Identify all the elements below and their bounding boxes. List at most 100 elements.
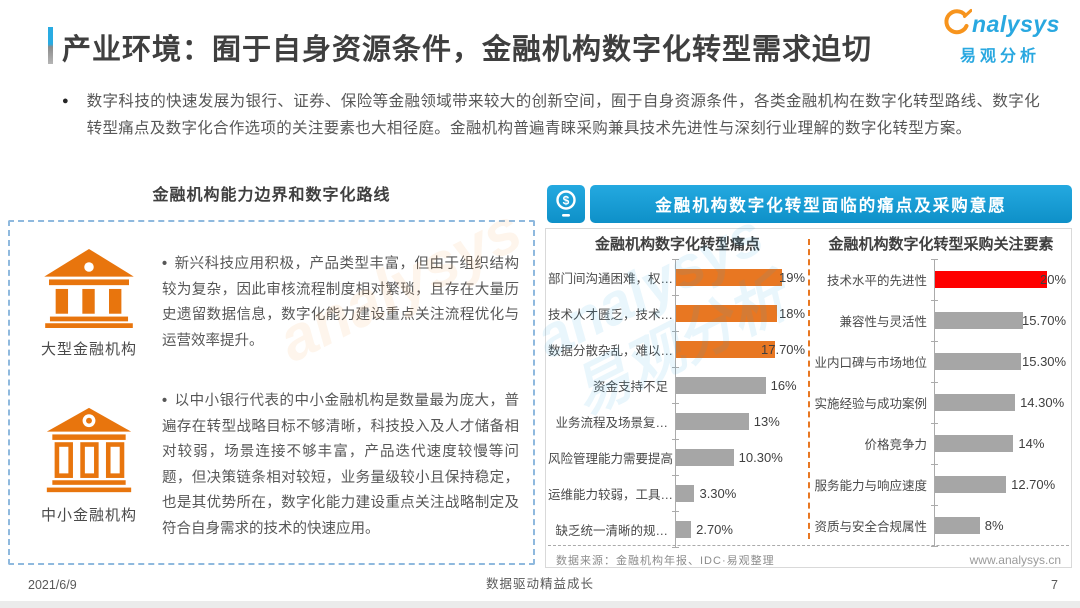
chart-title: 金融机构数字化转型采购关注要素 [828, 236, 1054, 253]
chart-category-label: 部门间沟通困难，权… [548, 271, 674, 286]
chart-row: 价格竞争力 14% [814, 423, 1068, 465]
website-url: www.analysys.cn [969, 553, 1061, 567]
chart-bar [676, 268, 783, 286]
procurement-factors-chart: 金融机构数字化转型采购关注要素 技术水平的先进性 20% 兼容性与灵活性 15.70%… [814, 233, 1068, 547]
chart-bar [676, 340, 776, 358]
chart-value-label: 17.70% [761, 341, 806, 357]
footer-slogan: 数据驱动精益成长 [485, 577, 594, 591]
chart-row: 缺乏统一清晰的规… 2.70% [548, 511, 807, 548]
chart-plot-area: 8% [931, 505, 1068, 547]
chart-bar [935, 435, 1014, 452]
chart-value-label: 19% [779, 269, 806, 285]
chart-value-label: 16% [770, 377, 797, 393]
chart-bar [676, 376, 766, 394]
chart-category-label: 实施经验与成功案例 [814, 397, 927, 411]
chart-row: 业内口碑与市场地位 15.30% [814, 341, 1068, 383]
chart-plot-area: 10.30% [672, 439, 807, 476]
chart-bar [676, 304, 777, 322]
chart-row: 资质与安全合规属性 8% [814, 505, 1068, 547]
chart-value-label: 13% [753, 413, 780, 429]
institution-panel: 大型金融机构 • 新兴科技应用积极，产品类型丰富，但由于组织结构较为复杂，因此审核… [8, 220, 535, 565]
chart-category-label: 技术水平的先进性 [826, 274, 927, 288]
right-panel-title: 金融机构数字化转型面临的痛点及采购意愿 [655, 197, 1007, 215]
institution-text: • 以中小银行代表的中小金融机构是数量最为庞大，普遍存在转型战略目标不够清晰，科技… [162, 393, 519, 537]
chart-category-label: 业务流程及场景复… [555, 415, 668, 430]
logo-brand-text: nalysys [972, 11, 1060, 37]
chart-value-label: 12.70% [1011, 477, 1056, 492]
chart-plot-area: 14.30% [931, 382, 1068, 424]
chart-category-label: 数据分散杂乱，难以… [548, 343, 674, 358]
chart-value-label: 15.30% [1022, 354, 1067, 369]
chart-plot-area: 15.70% [931, 300, 1068, 342]
bullet-icon: ● [62, 95, 69, 107]
chart-row: 风险管理能力需要提高 10.30% [548, 439, 807, 476]
chart-rows: 部门间沟通困难，权… 19% 技术人才匮乏，技术… 18% 数据分散杂乱，难以… 17.7… [548, 258, 807, 548]
chart-category-label: 兼容性与灵活性 [839, 315, 927, 329]
institution-row-large: 大型金融机构 • 新兴科技应用积极，产品类型丰富，但由于组织结构较为复杂，因此审核… [16, 230, 527, 376]
charts-divider [808, 239, 810, 539]
chart-plot-area: 12.70% [931, 464, 1068, 506]
pain-points-chart: 金融机构数字化转型痛点 部门间沟通困难，权… 19% 技术人才匮乏，技术… 18% 数据… [548, 233, 807, 548]
chart-value-label: 10.30% [738, 449, 783, 465]
mobile-payment-icon: $ [547, 185, 585, 223]
chart-row: 服务能力与响应速度 12.70% [814, 464, 1068, 506]
chart-value-label: 14% [1018, 436, 1045, 451]
chart-bar [676, 520, 692, 538]
chart-category-label: 技术人才匮乏，技术… [548, 307, 674, 322]
chart-bar [935, 353, 1021, 370]
chart-category-label: 价格竞争力 [864, 438, 927, 452]
chart-plot-area: 2.70% [672, 511, 807, 548]
intro-text: 数字科技的快速发展为银行、证券、保险等金融领域带来较大的创新空间，囿于自身资源条… [86, 93, 1040, 137]
institution-text: • 新兴科技应用积极，产品类型丰富，但由于组织结构较为复杂，因此审核流程制度相对繁… [162, 256, 519, 349]
charts-panel: 金融机构数字化转型痛点 部门间沟通困难，权… 19% 技术人才匮乏，技术… 18% 数据… [545, 228, 1072, 568]
chart-value-label: 8% [984, 518, 1004, 533]
chart-value-label: 18% [779, 305, 806, 321]
chart-plot-area: 3.30% [672, 475, 807, 512]
chart-plot-area: 18% [672, 295, 807, 332]
chart-row: 部门间沟通困难，权… 19% [548, 258, 807, 296]
chart-plot-area: 16% [672, 367, 807, 404]
data-source: 数据来源：金融机构年报、IDC·易观整理 [556, 555, 775, 567]
footer-date: 2021/6/9 [28, 578, 77, 592]
chart-category-label: 资质与安全合规属性 [814, 520, 927, 534]
bullet-icon: • [162, 393, 168, 409]
chart-plot-area: 13% [672, 403, 807, 440]
chart-row: 运维能力较弱，工具… 3.30% [548, 475, 807, 512]
chart-bar [935, 476, 1007, 493]
chart-value-label: 15.70% [1022, 313, 1067, 328]
chart-row: 兼容性与灵活性 15.70% [814, 300, 1068, 342]
analysys-logo: nalysys 易观分析 [936, 8, 1064, 66]
chart-category-label: 缺乏统一清晰的规… [555, 523, 668, 538]
chart-value-label: 14.30% [1020, 395, 1065, 410]
chart-category-label: 业内口碑与市场地位 [814, 356, 927, 370]
chart-row: 数据分散杂乱，难以… 17.70% [548, 331, 807, 368]
chart-row: 业务流程及场景复… 13% [548, 403, 807, 440]
chart-source-row: 数据来源：金融机构年报、IDC·易观整理 www.analysys.cn [548, 545, 1069, 568]
chart-plot-area: 15.30% [931, 341, 1068, 383]
chart-bar [676, 448, 734, 466]
chart-bar [935, 312, 1023, 329]
svg-text:$: $ [563, 194, 570, 208]
bank-solid-icon [41, 248, 137, 333]
chart-title: 金融机构数字化转型痛点 [594, 236, 760, 253]
chart-bar [935, 271, 1047, 288]
chart-row: 技术人才匮乏，技术… 18% [548, 295, 807, 332]
page-title: 产业环境：囿于自身资源条件，金融机构数字化转型需求迫切 [62, 34, 873, 66]
chart-bar [935, 517, 980, 534]
chart-value-label: 3.30% [699, 485, 737, 501]
chart-plot-area: 14% [931, 423, 1068, 465]
left-panel-title: 金融机构能力边界和数字化路线 [152, 187, 391, 204]
institution-row-small: 中小金融机构 • 以中小银行代表的中小金融机构是数量最为庞大，普遍存在转型战略目标… [16, 376, 527, 555]
bank-outline-icon [43, 406, 135, 499]
chart-category-label: 服务能力与响应速度 [814, 479, 927, 493]
footer-page-number: 7 [1051, 578, 1058, 592]
chart-row: 技术水平的先进性 20% [814, 258, 1068, 301]
logo-brand-cn: 易观分析 [959, 48, 1040, 65]
chart-bar [676, 412, 749, 430]
chart-value-label: 20% [1040, 272, 1067, 287]
chart-plot-area: 17.70% [672, 331, 807, 368]
title-accent-bar [48, 27, 53, 64]
chart-bar [935, 394, 1016, 411]
chart-rows: 技术水平的先进性 20% 兼容性与灵活性 15.70% 业内口碑与市场地位 15.30% 实… [814, 258, 1068, 547]
